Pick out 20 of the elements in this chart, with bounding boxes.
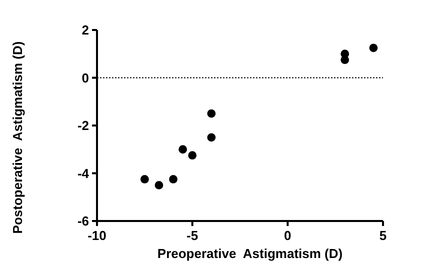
- point: [207, 133, 216, 142]
- x-axis-title: Preoperative Astigmatism (D): [157, 246, 343, 261]
- x-tick-label: 0: [284, 228, 292, 243]
- point: [188, 151, 197, 160]
- point: [178, 145, 187, 154]
- x-tick-label: -5: [186, 228, 198, 243]
- y-tick-label: -4: [77, 166, 90, 181]
- point: [369, 44, 378, 52]
- point: [207, 109, 216, 118]
- y-tick-label: 0: [82, 70, 89, 86]
- point: [169, 175, 178, 184]
- point: [140, 175, 149, 184]
- point: [154, 180, 164, 190]
- y-tick-label: 2: [82, 22, 89, 38]
- y-tick-label: -2: [77, 118, 89, 134]
- x-tick-label: -10: [88, 228, 106, 243]
- point: [340, 56, 350, 64]
- y-tick-label: -6: [77, 214, 89, 229]
- x-tick-label: 5: [379, 228, 387, 243]
- y-axis-title: Postoperative Astigmatism (D): [10, 41, 25, 234]
